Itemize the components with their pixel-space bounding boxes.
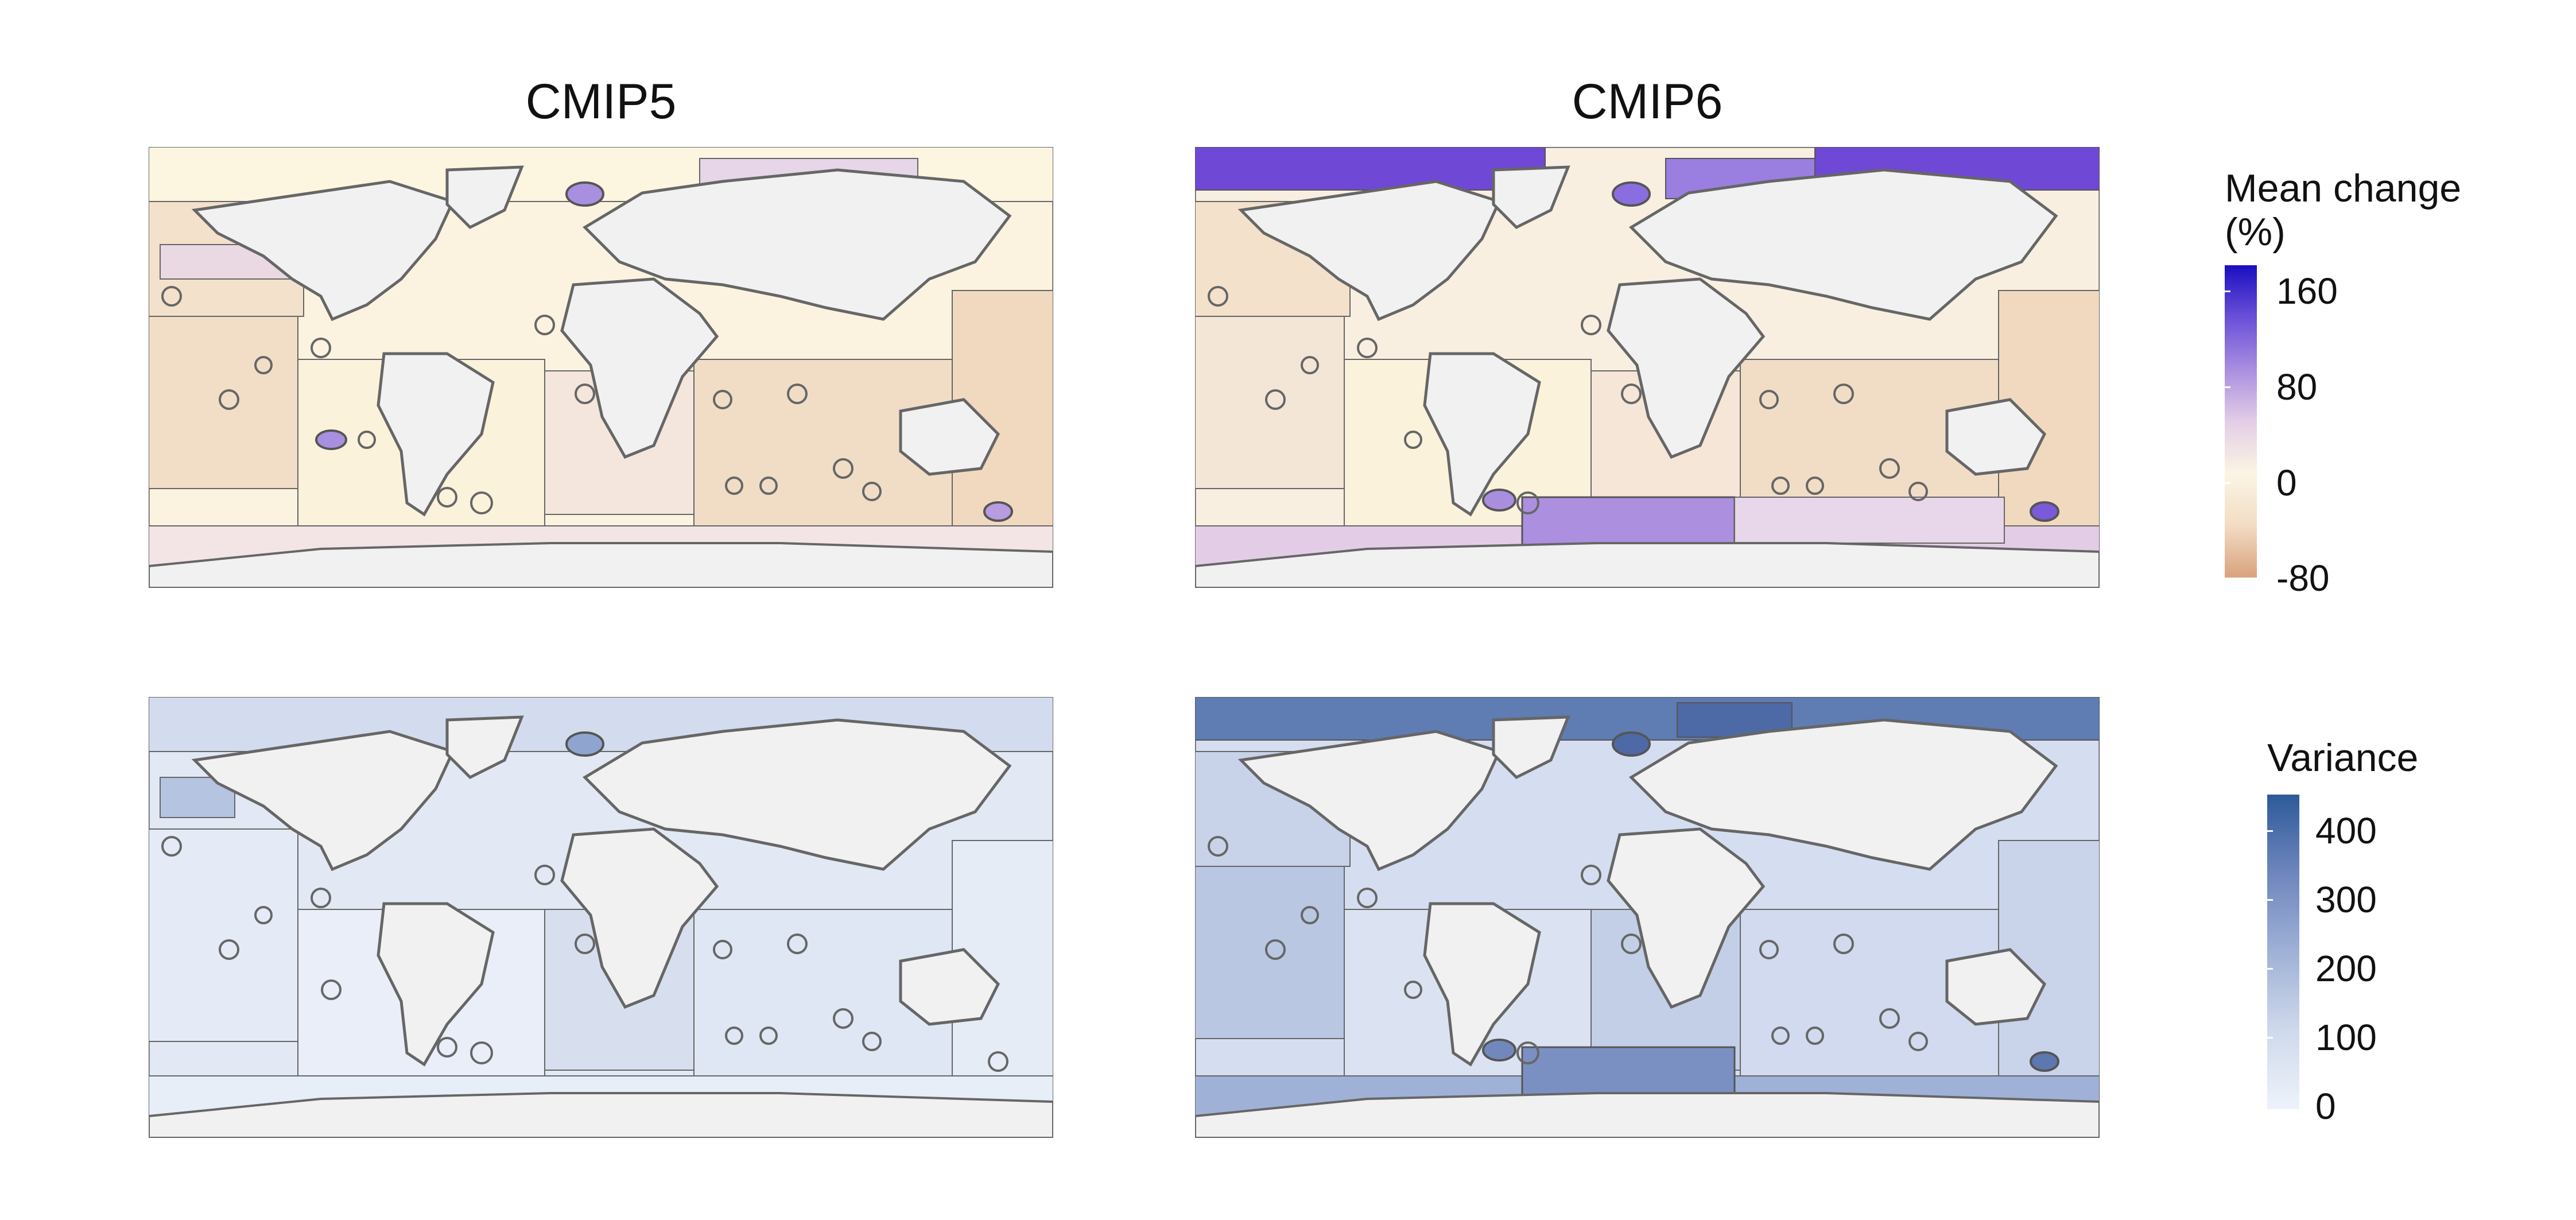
land-greenland [445, 715, 524, 780]
land-south-america [377, 902, 495, 1067]
land-south-america [1423, 902, 1541, 1067]
map-svg [1195, 147, 2100, 588]
land-north-america [191, 730, 455, 872]
colorbar-variance-tick [2267, 1037, 2273, 1039]
coastal-rings [1208, 286, 1928, 514]
colorbar-variance-tick-label: 100 [2315, 1017, 2377, 1058]
land-australia [1945, 948, 2047, 1026]
land-north-america [1237, 180, 1502, 322]
land-antarctica [1195, 542, 2100, 588]
land-africa [1607, 277, 1766, 459]
colorbar-mean-tick [2225, 578, 2230, 579]
colorbar-variance-tick [2267, 899, 2273, 901]
colorbar-mean-tick [2225, 291, 2230, 292]
ocean-region-highlight [2030, 501, 2059, 522]
map-svg [149, 697, 1053, 1138]
land-south-america [1423, 352, 1541, 517]
colorbar-variance-tick-label: 300 [2315, 879, 2377, 920]
ocean-region-highlight [565, 731, 604, 757]
land-south-america [377, 352, 495, 517]
coastal-rings [1208, 836, 1928, 1064]
colorbar-mean-tick-label: 80 [2276, 366, 2318, 408]
colorbar-variance-tick-label: 200 [2315, 948, 2377, 989]
ocean-region-highlight [983, 501, 1013, 522]
ocean-region [149, 828, 298, 1042]
column-title-cmip6: CMIP6 [1572, 74, 1723, 129]
colorbar-mean [2225, 265, 2257, 578]
land-antarctica [149, 542, 1053, 588]
colorbar-mean-tick-label: 160 [2276, 270, 2338, 312]
map-svg [149, 147, 1053, 588]
land-greenland [1492, 715, 1570, 780]
land-australia [899, 948, 1000, 1026]
ocean-region [1195, 147, 1546, 191]
land-africa [1607, 827, 1766, 1009]
ocean-region [1195, 316, 1345, 489]
ocean-region-highlight [315, 429, 347, 450]
land-north-america [191, 180, 455, 322]
land-eurasia [1628, 168, 2058, 321]
map-mean-change-cmip5 [149, 147, 1053, 588]
land-eurasia [582, 718, 1012, 871]
column-title-cmip5: CMIP5 [525, 74, 677, 129]
land-eurasia [582, 168, 1012, 321]
land-africa [560, 827, 719, 1009]
land-australia [1945, 398, 2047, 476]
ocean-region-highlight [1612, 731, 1651, 757]
land-australia [899, 398, 1000, 476]
map-mean-change-cmip6 [1195, 147, 2100, 588]
legend-variance-title: Variance [2267, 736, 2419, 780]
ocean-region-highlight [565, 181, 604, 207]
colorbar-mean-tick-label: 0 [2276, 462, 2297, 504]
colorbar-mean-tick [2225, 386, 2230, 388]
land-greenland [445, 165, 524, 230]
map-svg [1195, 697, 2100, 1138]
ocean-region-highlight [1482, 1039, 1516, 1062]
legend-mean-title-line2: (%) [2225, 210, 2286, 254]
ocean-region [1734, 497, 2005, 544]
land-greenland [1492, 165, 1570, 230]
colorbar-variance-tick [2267, 968, 2273, 970]
ocean-region-highlight [2030, 1051, 2059, 1072]
ocean-region-highlight [1482, 489, 1516, 512]
legend-mean-title: Mean change (%) [2225, 166, 2461, 254]
legend-mean-title-line1: Mean change [2225, 166, 2462, 210]
map-variance-cmip5 [149, 697, 1053, 1138]
ocean-region [149, 316, 298, 489]
coastal-rings [161, 836, 1008, 1072]
land-antarctica [1195, 1092, 2100, 1138]
colorbar-variance [2267, 795, 2299, 1109]
land-eurasia [1628, 718, 2058, 871]
land-antarctica [149, 1092, 1053, 1138]
ocean-region-highlight [1612, 181, 1651, 207]
coastal-rings [161, 286, 882, 514]
colorbar-variance-tick-label: 0 [2315, 1086, 2336, 1127]
colorbar-variance-tick-label: 400 [2315, 810, 2377, 851]
map-variance-cmip6 [1195, 697, 2100, 1138]
colorbar-mean-tick-label: -80 [2276, 557, 2330, 599]
land-africa [560, 277, 719, 459]
ocean-region [1195, 866, 1345, 1039]
colorbar-variance-tick [2267, 830, 2273, 832]
land-north-america [1237, 730, 1502, 872]
colorbar-mean-tick [2225, 482, 2230, 484]
